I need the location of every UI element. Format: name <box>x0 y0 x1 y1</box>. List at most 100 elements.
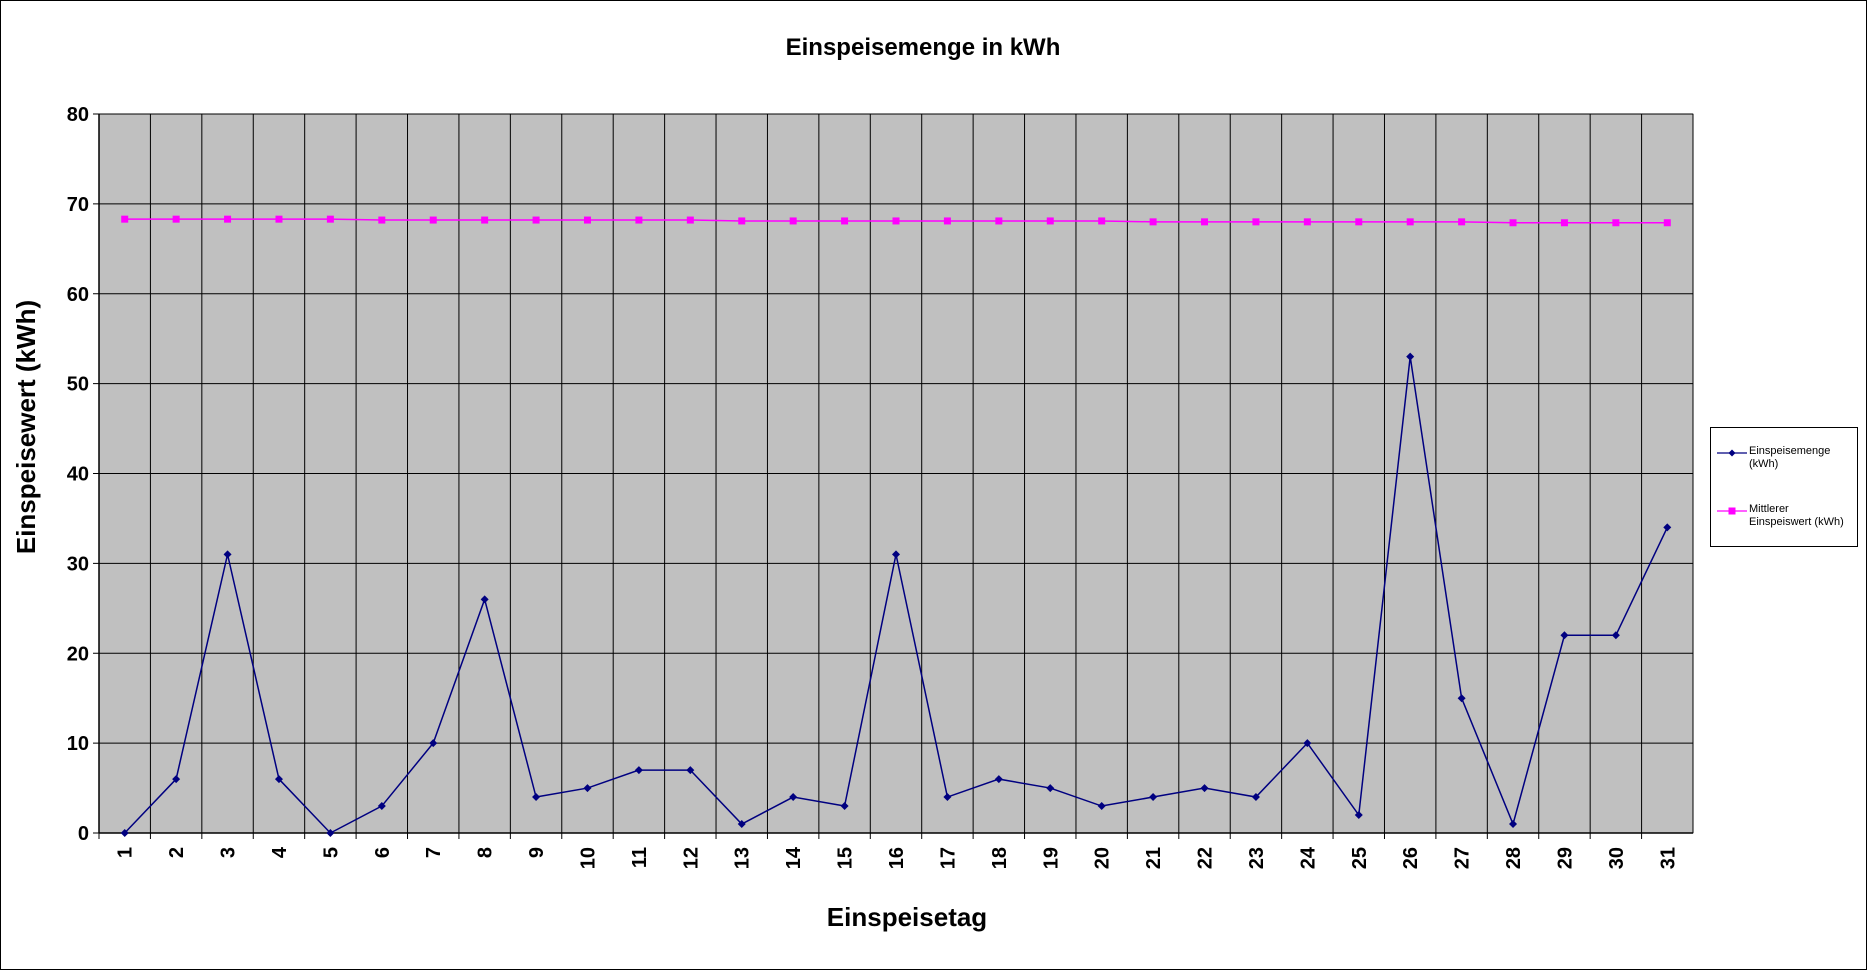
data-point <box>120 829 129 837</box>
data-point <box>1355 218 1363 226</box>
data-point <box>1303 218 1311 226</box>
y-axis-title: Einspeisewert (kWh) <box>11 300 41 554</box>
x-tick-label: 8 <box>475 847 497 858</box>
data-point <box>1149 218 1157 226</box>
legend-square-marker <box>1717 507 1747 515</box>
x-tick-label: 20 <box>1092 847 1114 869</box>
data-point <box>429 216 437 224</box>
x-tick-label: 18 <box>989 847 1011 869</box>
x-tick-label: 24 <box>1297 846 1319 869</box>
data-point <box>1560 219 1568 227</box>
x-tick-label: 4 <box>269 846 291 858</box>
data-point <box>737 820 746 829</box>
data-point <box>943 217 951 225</box>
data-point <box>1612 219 1620 227</box>
y-tick-label: 80 <box>67 104 89 126</box>
data-point <box>841 217 849 225</box>
data-point <box>1663 219 1671 227</box>
x-tick-label: 15 <box>835 847 857 869</box>
data-point <box>994 775 1003 784</box>
legend: Einspeisemenge (kWh) Mittlerer Einspeisw… <box>1710 427 1858 547</box>
data-point <box>532 216 540 224</box>
x-tick-label: 1 <box>115 847 137 858</box>
data-point <box>172 775 181 784</box>
data-point <box>275 215 283 223</box>
x-tick-label: 6 <box>372 847 394 858</box>
x-tick-label: 27 <box>1452 847 1474 869</box>
data-point <box>1149 793 1158 802</box>
data-point <box>1046 784 1055 793</box>
x-tick-label: 29 <box>1554 847 1576 869</box>
x-tick-label: 7 <box>423 847 445 858</box>
y-axis-ticks: 0 10 20 30 40 50 60 70 80 <box>67 104 99 845</box>
x-tick-label: 10 <box>577 847 599 869</box>
data-point <box>892 217 900 225</box>
x-tick-label: 23 <box>1246 847 1268 869</box>
data-point <box>686 216 694 224</box>
data-point <box>1251 793 1260 802</box>
y-tick-label: 20 <box>67 643 89 665</box>
data-point <box>326 829 335 837</box>
data-point <box>172 215 180 223</box>
x-tick-label: 11 <box>629 847 651 868</box>
data-point <box>635 216 643 224</box>
legend-diamond-marker <box>1717 449 1747 457</box>
y-tick-label: 60 <box>67 284 89 306</box>
y-tick-label: 70 <box>67 194 89 216</box>
data-point <box>378 216 386 224</box>
series-layer <box>120 215 1672 837</box>
x-tick-label: 26 <box>1400 847 1422 869</box>
data-point <box>224 215 232 223</box>
x-tick-label: 28 <box>1503 847 1525 869</box>
data-point <box>686 766 695 775</box>
data-point <box>789 217 797 225</box>
data-point <box>1509 820 1518 829</box>
x-tick-label: 16 <box>886 847 908 869</box>
data-point <box>1201 218 1209 226</box>
y-tick-label: 10 <box>67 733 89 755</box>
data-point <box>1252 218 1260 226</box>
y-tick-label: 30 <box>67 553 89 575</box>
data-point <box>789 793 798 802</box>
x-tick-label: 12 <box>680 847 702 869</box>
data-point <box>1354 811 1363 820</box>
data-point <box>274 775 283 784</box>
data-point <box>121 215 129 223</box>
data-point <box>1406 218 1414 226</box>
data-point <box>634 766 643 775</box>
x-tick-label: 3 <box>218 847 240 858</box>
x-tick-label: 30 <box>1606 847 1628 869</box>
data-point <box>1611 631 1620 640</box>
series-mittlerer-einspeiswert <box>121 215 1671 227</box>
x-tick-label: 31 <box>1657 847 1679 869</box>
data-point <box>1406 352 1415 361</box>
x-tick-label: 17 <box>937 847 959 869</box>
legend-label-line: Einspeiswert (kWh) <box>1749 516 1844 528</box>
x-tick-label: 21 <box>1143 847 1165 869</box>
data-point <box>738 217 746 225</box>
data-point <box>1509 219 1517 227</box>
x-tick-label: 13 <box>732 847 754 869</box>
data-point <box>1097 802 1106 811</box>
x-axis-title: Einspeisetag <box>827 902 987 932</box>
data-point <box>1663 523 1672 532</box>
legend-label-line: Mittlerer <box>1749 503 1789 515</box>
data-point <box>223 550 232 559</box>
x-tick-label: 14 <box>783 846 805 869</box>
data-point <box>840 802 849 811</box>
data-point <box>532 793 541 802</box>
x-tick-label: 19 <box>1040 847 1062 869</box>
x-tick-label: 5 <box>320 847 342 858</box>
y-tick-label: 50 <box>67 374 89 396</box>
data-point <box>481 216 489 224</box>
data-point <box>1046 217 1054 225</box>
data-point <box>480 595 489 604</box>
legend-label-line: (kWh) <box>1749 458 1779 470</box>
chart-title: Einspeisemenge in kWh <box>786 34 1061 61</box>
data-point <box>583 216 591 224</box>
legend-label-line: Einspeisemenge <box>1749 445 1831 457</box>
data-point <box>995 217 1003 225</box>
data-point <box>943 793 952 802</box>
